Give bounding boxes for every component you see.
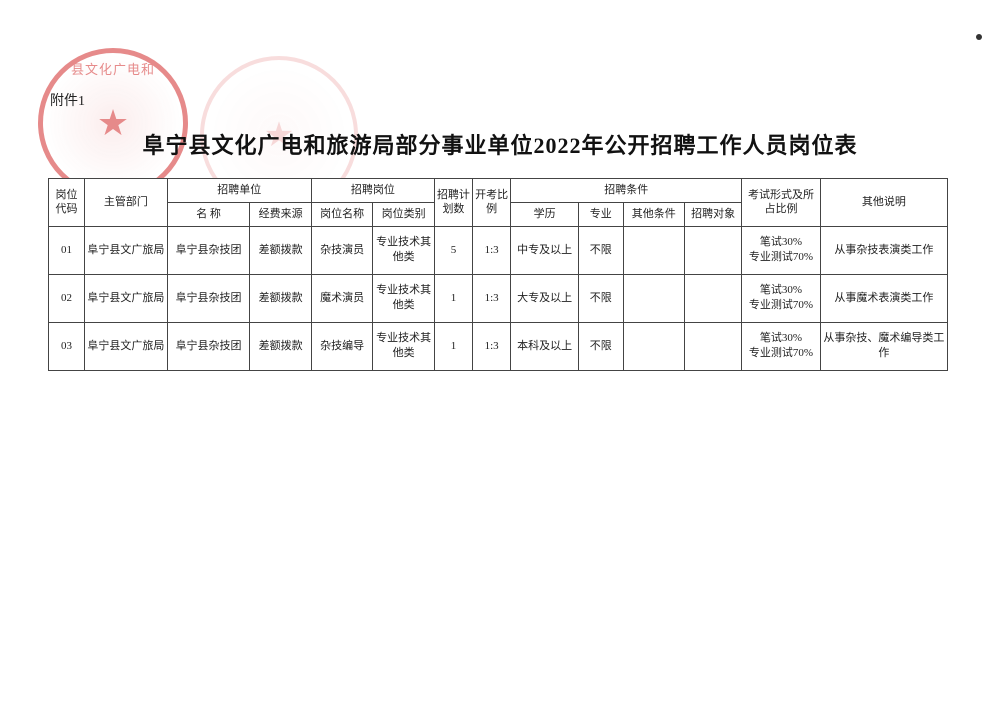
cell-plan: 1 [434, 322, 472, 370]
cell-edu: 中专及以上 [511, 226, 579, 274]
th-notes: 其他说明 [820, 179, 947, 227]
cell-code: 03 [49, 322, 85, 370]
table-row: 03阜宁县文广旅局阜宁县杂技团差额拨款杂技编导专业技术其他类11:3本科及以上不… [49, 322, 948, 370]
document-page: 县文化广电和 附件1 阜宁县文化广电和旅游局部分事业单位2022年公开招聘工作人… [0, 0, 1000, 704]
th-major: 专业 [579, 202, 624, 226]
cell-post_name: 杂技编导 [311, 322, 372, 370]
th-ratio: 开考比例 [473, 179, 511, 227]
th-plan: 招聘计划数 [434, 179, 472, 227]
th-target: 招聘对象 [685, 202, 742, 226]
cell-major: 不限 [579, 274, 624, 322]
cell-edu: 本科及以上 [511, 322, 579, 370]
cell-plan: 1 [434, 274, 472, 322]
th-unit-fund: 经费来源 [250, 202, 311, 226]
cell-target [685, 226, 742, 274]
attachment-label: 附件1 [50, 90, 85, 110]
cell-post_name: 魔术演员 [311, 274, 372, 322]
table-row: 01阜宁县文广旅局阜宁县杂技团差额拨款杂技演员专业技术其他类51:3中专及以上不… [49, 226, 948, 274]
cell-post_cat: 专业技术其他类 [373, 226, 434, 274]
cell-code: 02 [49, 274, 85, 322]
cell-edu: 大专及以上 [511, 274, 579, 322]
corner-mark [976, 34, 982, 40]
cell-dept: 阜宁县文广旅局 [85, 274, 168, 322]
table-body: 01阜宁县文广旅局阜宁县杂技团差额拨款杂技演员专业技术其他类51:3中专及以上不… [49, 226, 948, 370]
cell-target [685, 274, 742, 322]
cell-unit_name: 阜宁县杂技团 [167, 226, 250, 274]
cell-unit_name: 阜宁县杂技团 [167, 322, 250, 370]
th-post-group: 招聘岗位 [311, 179, 434, 203]
th-edu: 学历 [511, 202, 579, 226]
th-post-cat: 岗位类别 [373, 202, 434, 226]
cell-notes: 从事杂技、魔术编导类工作 [820, 322, 947, 370]
official-seal-1: 县文化广电和 [38, 48, 188, 198]
cell-plan: 5 [434, 226, 472, 274]
table-row: 02阜宁县文广旅局阜宁县杂技团差额拨款魔术演员专业技术其他类11:3大专及以上不… [49, 274, 948, 322]
cell-notes: 从事魔术表演类工作 [820, 274, 947, 322]
th-dept: 主管部门 [85, 179, 168, 227]
th-unit-group: 招聘单位 [167, 179, 311, 203]
cell-post_cat: 专业技术其他类 [373, 274, 434, 322]
cell-unit_fund: 差额拨款 [250, 274, 311, 322]
th-exam: 考试形式及所占比例 [742, 179, 820, 227]
job-table-wrap: 岗位代码 主管部门 招聘单位 招聘岗位 招聘计划数 开考比例 招聘条件 考试形式… [48, 178, 948, 371]
cell-major: 不限 [579, 322, 624, 370]
job-table: 岗位代码 主管部门 招聘单位 招聘岗位 招聘计划数 开考比例 招聘条件 考试形式… [48, 178, 948, 371]
cell-other_cond [623, 274, 684, 322]
cell-ratio: 1:3 [473, 322, 511, 370]
cell-code: 01 [49, 226, 85, 274]
cell-other_cond [623, 322, 684, 370]
cell-major: 不限 [579, 226, 624, 274]
cell-ratio: 1:3 [473, 274, 511, 322]
th-code: 岗位代码 [49, 179, 85, 227]
th-unit-name: 名 称 [167, 202, 250, 226]
cell-exam: 笔试30%专业测试70% [742, 322, 820, 370]
th-cond-group: 招聘条件 [511, 179, 742, 203]
cell-unit_name: 阜宁县杂技团 [167, 274, 250, 322]
cell-unit_fund: 差额拨款 [250, 322, 311, 370]
cell-other_cond [623, 226, 684, 274]
seal-1-text: 县文化广电和 [71, 59, 155, 78]
th-post-name: 岗位名称 [311, 202, 372, 226]
th-other-cond: 其他条件 [623, 202, 684, 226]
cell-notes: 从事杂技表演类工作 [820, 226, 947, 274]
page-title: 阜宁县文化广电和旅游局部分事业单位2022年公开招聘工作人员岗位表 [0, 128, 1000, 160]
table-header: 岗位代码 主管部门 招聘单位 招聘岗位 招聘计划数 开考比例 招聘条件 考试形式… [49, 179, 948, 227]
cell-post_name: 杂技演员 [311, 226, 372, 274]
cell-post_cat: 专业技术其他类 [373, 322, 434, 370]
cell-dept: 阜宁县文广旅局 [85, 322, 168, 370]
cell-dept: 阜宁县文广旅局 [85, 226, 168, 274]
cell-unit_fund: 差额拨款 [250, 226, 311, 274]
cell-ratio: 1:3 [473, 226, 511, 274]
cell-exam: 笔试30%专业测试70% [742, 274, 820, 322]
cell-target [685, 322, 742, 370]
cell-exam: 笔试30%专业测试70% [742, 226, 820, 274]
